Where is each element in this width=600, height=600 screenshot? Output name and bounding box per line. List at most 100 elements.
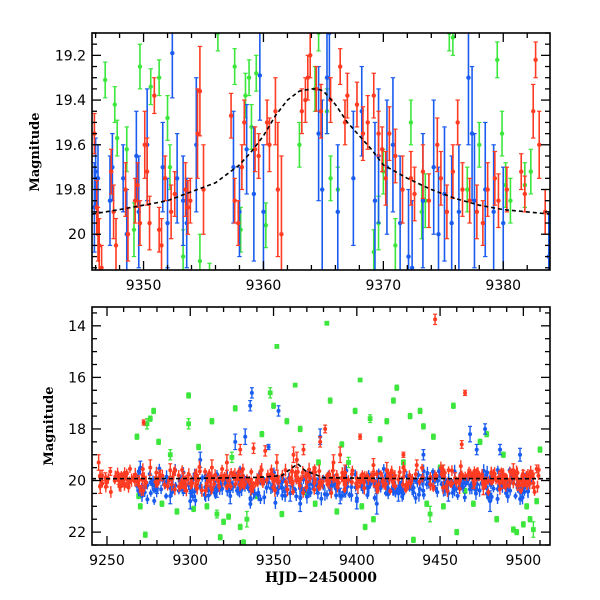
data-point-blue bbox=[174, 133, 180, 224]
data-point-green bbox=[514, 528, 520, 536]
data-point-blue-band bbox=[325, 490, 330, 500]
data-point-green bbox=[226, 513, 231, 520]
data-point-red-band bbox=[486, 488, 491, 496]
data-point-red-band bbox=[296, 475, 301, 485]
data-point-green bbox=[221, 518, 226, 525]
data-point-blue-band bbox=[256, 488, 261, 502]
data-point-green bbox=[131, 202, 137, 258]
data-point-green bbox=[102, 61, 108, 99]
data-point-green bbox=[232, 405, 238, 412]
data-point-red-band bbox=[431, 485, 436, 492]
data-point-red-band bbox=[329, 487, 334, 499]
data-point-red bbox=[256, 133, 261, 179]
data-point-red-band bbox=[388, 487, 393, 495]
data-point-red bbox=[485, 162, 490, 217]
data-point-red-band bbox=[127, 464, 132, 474]
data-point-red bbox=[108, 467, 113, 476]
data-point-red bbox=[471, 472, 476, 489]
data-point-red bbox=[365, 95, 370, 150]
data-point-red bbox=[444, 184, 450, 240]
data-point-blue bbox=[372, 121, 378, 270]
data-point-red bbox=[116, 476, 121, 486]
data-point-red-band bbox=[199, 483, 204, 497]
data-point-red bbox=[455, 99, 460, 146]
data-point-red-band bbox=[401, 461, 406, 474]
data-point-blue-band bbox=[258, 494, 263, 504]
data-point-green bbox=[408, 99, 414, 146]
data-point-red-band bbox=[172, 483, 177, 496]
data-point-red-band bbox=[108, 486, 113, 498]
data-point-red-band bbox=[350, 465, 355, 476]
series-blue bbox=[135, 387, 533, 515]
data-point-green bbox=[217, 534, 223, 541]
data-point-blue bbox=[120, 144, 126, 213]
data-point-red bbox=[209, 459, 214, 476]
data-point-green bbox=[334, 508, 340, 515]
data-point-red-band bbox=[197, 460, 202, 474]
data-point-red bbox=[148, 459, 153, 476]
data-point-red-band bbox=[448, 479, 453, 487]
data-point-blue-band bbox=[150, 479, 155, 489]
data-point-red bbox=[141, 419, 146, 426]
data-point-blue bbox=[228, 487, 233, 505]
data-point-green bbox=[431, 433, 436, 440]
series-red bbox=[92, 33, 548, 270]
y-tick-label: 16 bbox=[68, 370, 86, 386]
series-green bbox=[134, 320, 543, 545]
data-point-red-band bbox=[312, 476, 317, 490]
data-point-green bbox=[424, 500, 430, 507]
data-point-blue-band bbox=[513, 492, 518, 500]
data-point-red-band bbox=[532, 488, 537, 496]
data-point-green bbox=[465, 166, 470, 213]
data-point-green bbox=[527, 516, 533, 523]
x-tick-label: 9350 bbox=[256, 553, 292, 569]
data-point-red-band bbox=[224, 470, 229, 482]
data-point-red bbox=[501, 477, 506, 489]
y-tick-label: 14 bbox=[68, 319, 86, 335]
data-point-blue-band bbox=[477, 484, 482, 497]
data-point-red bbox=[537, 110, 542, 179]
data-point-red bbox=[314, 65, 319, 112]
data-point-green bbox=[249, 103, 254, 150]
data-point-blue bbox=[498, 443, 503, 456]
data-point-green bbox=[204, 503, 210, 510]
data-point-red bbox=[294, 451, 299, 469]
y-tick-label: 19.6 bbox=[55, 138, 86, 154]
data-point-red-band bbox=[383, 477, 388, 491]
data-point-red bbox=[156, 206, 162, 253]
data-point-red-band bbox=[417, 478, 422, 486]
data-point-red-band bbox=[349, 478, 354, 486]
data-point-green bbox=[137, 43, 143, 90]
y-tick-label: 20 bbox=[68, 227, 86, 243]
data-point-red-band bbox=[479, 471, 484, 486]
data-point-red-band bbox=[140, 463, 145, 475]
y-tick-label: 18 bbox=[68, 422, 86, 438]
data-point-red-band bbox=[400, 481, 405, 489]
data-point-red bbox=[450, 144, 456, 200]
data-point-green bbox=[454, 528, 460, 536]
data-point-blue bbox=[449, 155, 454, 270]
x-tick-label: 9350 bbox=[126, 278, 162, 294]
data-point-red-band bbox=[346, 475, 351, 485]
data-point-blue bbox=[248, 400, 253, 412]
data-point-green bbox=[407, 412, 413, 420]
data-point-red-band bbox=[300, 466, 305, 480]
data-point-green bbox=[209, 418, 215, 425]
data-point-red bbox=[426, 173, 432, 229]
data-point-blue-band bbox=[190, 488, 195, 496]
data-point-blue bbox=[396, 485, 401, 502]
data-point-red bbox=[96, 454, 101, 471]
data-point-red bbox=[318, 436, 323, 448]
data-point-red bbox=[236, 200, 241, 247]
data-point-green bbox=[232, 48, 237, 86]
data-point-green bbox=[384, 418, 390, 425]
data-point-blue bbox=[421, 448, 426, 461]
data-point-green bbox=[159, 500, 165, 507]
data-point-green bbox=[263, 202, 269, 249]
data-point-red-band bbox=[374, 469, 379, 479]
data-point-green bbox=[530, 521, 536, 538]
data-point-red bbox=[239, 144, 245, 191]
data-point-green bbox=[495, 41, 500, 79]
data-point-red bbox=[135, 162, 140, 208]
data-point-red bbox=[267, 117, 272, 173]
